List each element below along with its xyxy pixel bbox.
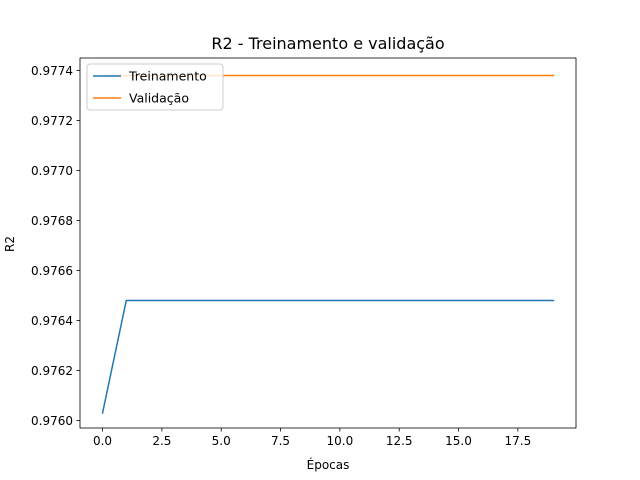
y-tick-label: 0.9774 bbox=[31, 64, 73, 78]
y-tick-label: 0.9764 bbox=[31, 314, 73, 328]
x-axis-label: Épocas bbox=[307, 457, 350, 472]
x-tick-label: 12.5 bbox=[386, 434, 413, 448]
y-axis-label: R2 bbox=[3, 236, 17, 252]
series-line-0 bbox=[101, 299, 555, 414]
x-tick-label: 7.5 bbox=[271, 434, 290, 448]
y-tick-label: 0.9770 bbox=[31, 164, 73, 178]
y-tick-label: 0.9766 bbox=[31, 264, 73, 278]
plot-frame bbox=[79, 57, 577, 429]
x-tick-label: 10.0 bbox=[327, 434, 354, 448]
x-tick-label: 0.0 bbox=[93, 434, 112, 448]
y-tick-label: 0.9772 bbox=[31, 114, 73, 128]
legend-label-0: Treinamento bbox=[128, 69, 207, 84]
y-tick-label: 0.9768 bbox=[31, 214, 73, 228]
y-tick-label: 0.9762 bbox=[31, 364, 73, 378]
axes: 0.0 2.5 5.0 7.5 10.0 12.5 15.0 17.5 0.9760 0.9762… bbox=[31, 57, 577, 448]
plot-background bbox=[80, 58, 576, 428]
plot-area bbox=[80, 58, 576, 428]
legend-label-1: Validação bbox=[129, 91, 189, 106]
chart-title: R2 - Treinamento e validação bbox=[211, 34, 444, 53]
x-tick-label: 17.5 bbox=[504, 434, 531, 448]
y-tick-label: 0.9760 bbox=[31, 414, 73, 428]
x-tick-label: 5.0 bbox=[212, 434, 231, 448]
x-tick-label: 2.5 bbox=[152, 434, 171, 448]
legend: Treinamento Validação bbox=[86, 63, 224, 111]
x-tick-label: 15.0 bbox=[445, 434, 472, 448]
